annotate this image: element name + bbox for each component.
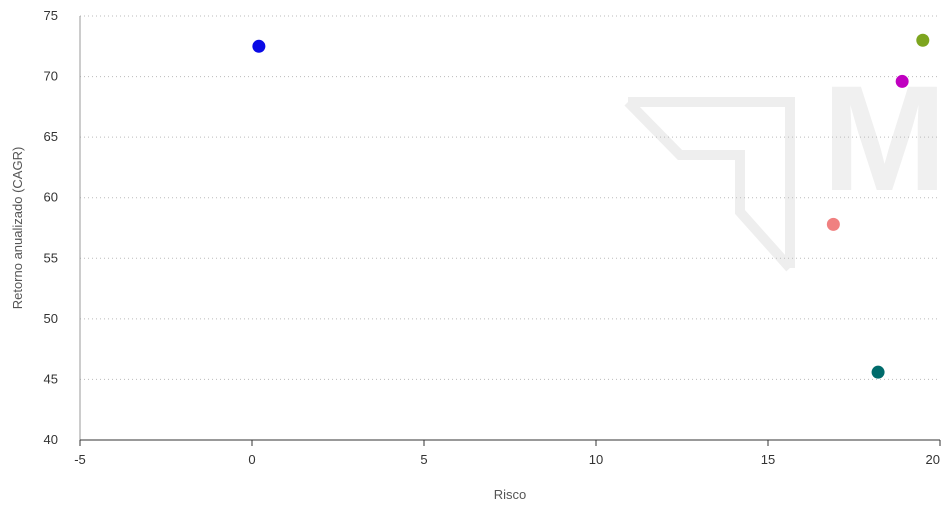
y-tick-label: 65 (44, 129, 58, 144)
axes (79, 16, 941, 446)
y-tick-label: 75 (44, 8, 58, 23)
watermark-letters: MR (822, 54, 944, 222)
y-tick-label: 70 (44, 69, 58, 84)
x-tick-label: 20 (926, 452, 940, 467)
data-point[interactable] (895, 74, 909, 88)
x-tick-label: 10 (589, 452, 603, 467)
y-tick-label: 40 (44, 432, 58, 447)
tick-labels: 40 45 50 55 60 65 70 75 -5 0 5 10 15 20 (44, 8, 940, 467)
x-axis-label: Risco (494, 487, 527, 502)
watermark-logo-icon (624, 97, 795, 272)
watermark: MR (624, 54, 944, 272)
y-tick-label: 50 (44, 311, 58, 326)
y-tick-label: 45 (44, 371, 58, 386)
grid (80, 15, 940, 380)
x-tick-label: 5 (420, 452, 427, 467)
y-tick-label: 55 (44, 250, 58, 265)
data-point[interactable] (871, 365, 885, 379)
x-tick-label: 0 (248, 452, 255, 467)
data-point[interactable] (826, 217, 840, 231)
data-points (252, 33, 930, 379)
y-tick-label: 60 (44, 190, 58, 205)
x-tick-label: 15 (761, 452, 775, 467)
data-point[interactable] (916, 33, 930, 47)
y-axis-label: Retorno anualizado (CAGR) (10, 147, 25, 310)
x-tick-label: -5 (74, 452, 86, 467)
data-point[interactable] (252, 39, 266, 53)
